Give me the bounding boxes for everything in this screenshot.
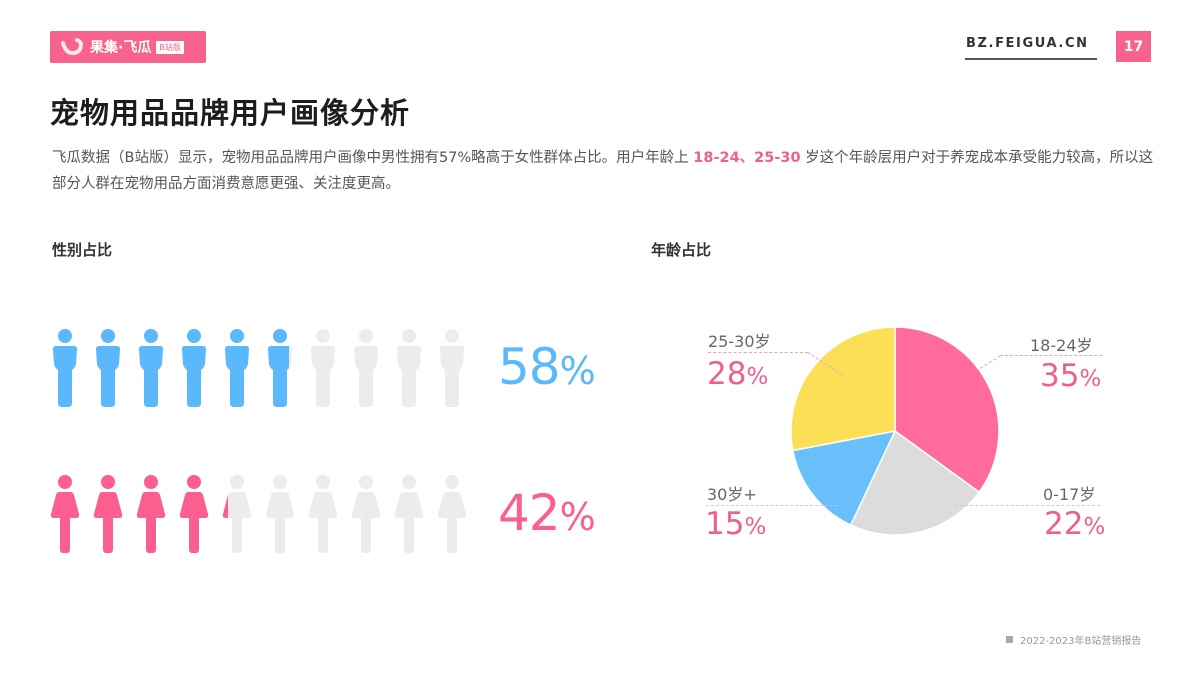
site-underline xyxy=(965,58,1097,60)
age-pct-0-17-value: 22 xyxy=(1044,506,1084,542)
male-pictogram-row xyxy=(50,328,480,408)
female-person-icon xyxy=(437,474,467,554)
logo-mark-icon xyxy=(61,38,84,56)
male-person-icon xyxy=(394,328,424,408)
female-percentage-symbol: % xyxy=(559,495,596,539)
male-person-icon xyxy=(437,328,467,408)
age-label-18-24: 18-24岁 xyxy=(1030,336,1093,355)
male-person-icon xyxy=(93,328,123,408)
male-percentage-symbol: % xyxy=(559,349,596,393)
age-label-25-30: 25-30岁 xyxy=(708,332,771,351)
footer-text: 2022-2023年B站营销报告 xyxy=(1020,636,1142,647)
age-label-30-plus: 30岁+ xyxy=(707,485,757,504)
age-pct-0-17: 22% xyxy=(1044,506,1105,542)
pie-slice-25-30岁 xyxy=(790,326,896,452)
footer-square-icon xyxy=(1006,636,1013,643)
age-pct-25-30: 28% xyxy=(707,356,768,392)
female-percentage-value: 42 xyxy=(498,484,561,542)
female-person-icon xyxy=(351,474,381,554)
male-person-icon xyxy=(265,328,295,408)
brand-logo[interactable]: 果集·飞瓜 B站版 xyxy=(50,31,206,63)
description-text-2: 岁这个年龄层用户对于养宠成本承受能力较高，所以这部分人群在宠物用品方面消费意愿更… xyxy=(52,150,1154,192)
page-title: 宠物用品品牌用户画像分析 xyxy=(50,96,411,130)
pie-slice-18-24岁 xyxy=(894,326,1000,494)
female-person-icon xyxy=(222,474,252,554)
male-person-icon xyxy=(136,328,166,408)
logo-badge: B站版 xyxy=(156,40,184,54)
age-pct-18-24-symbol: % xyxy=(1079,366,1102,392)
male-percentage-value: 58 xyxy=(498,338,561,396)
female-person-icon xyxy=(136,474,166,554)
female-person-icon xyxy=(308,474,338,554)
leader-line-25-30 xyxy=(708,352,808,353)
site-url[interactable]: BZ.FEIGUA.CN xyxy=(966,36,1089,51)
age-pct-25-30-symbol: % xyxy=(746,364,769,390)
gender-section-label: 性别占比 xyxy=(52,241,113,259)
description-highlight: 18-24、25-30 xyxy=(693,150,801,166)
leader-line-0-17 xyxy=(955,505,1100,506)
male-percentage: 58% xyxy=(498,338,596,396)
female-pictogram-row xyxy=(50,474,480,554)
footer: 2022-2023年B站营销报告 xyxy=(1006,632,1141,647)
age-pct-0-17-symbol: % xyxy=(1083,514,1106,540)
age-pct-30-plus-value: 15 xyxy=(705,506,745,542)
age-pct-18-24: 35% xyxy=(1040,358,1101,394)
age-pct-30-plus: 15% xyxy=(705,506,766,542)
female-percentage: 42% xyxy=(498,484,596,542)
female-person-icon xyxy=(265,474,295,554)
pie-slice-30岁+ xyxy=(791,429,897,527)
male-person-icon xyxy=(308,328,338,408)
age-section-label: 年龄占比 xyxy=(651,241,712,259)
leader-line-18-24 xyxy=(1000,355,1102,356)
male-person-icon xyxy=(351,328,381,408)
age-pie-chart xyxy=(790,326,1000,536)
page-number: 17 xyxy=(1116,31,1151,62)
male-person-icon xyxy=(50,328,80,408)
age-pct-18-24-value: 35 xyxy=(1040,358,1080,394)
female-person-icon xyxy=(394,474,424,554)
female-person-icon xyxy=(179,474,209,554)
description-text-1: 飞瓜数据（B站版）显示，宠物用品品牌用户画像中男性拥有57%略高于女性群体占比。… xyxy=(52,150,694,166)
age-label-0-17: 0-17岁 xyxy=(1043,485,1096,504)
male-person-icon xyxy=(179,328,209,408)
age-pct-25-30-value: 28 xyxy=(707,356,747,392)
age-pct-30-plus-symbol: % xyxy=(744,514,767,540)
female-person-icon xyxy=(93,474,123,554)
female-person-icon xyxy=(50,474,80,554)
logo-text: 果集·飞瓜 xyxy=(90,40,152,56)
male-person-icon xyxy=(222,328,252,408)
leader-line-30-plus xyxy=(706,505,838,506)
page-description: 飞瓜数据（B站版）显示，宠物用品品牌用户画像中男性拥有57%略高于女性群体占比。… xyxy=(52,145,1162,197)
